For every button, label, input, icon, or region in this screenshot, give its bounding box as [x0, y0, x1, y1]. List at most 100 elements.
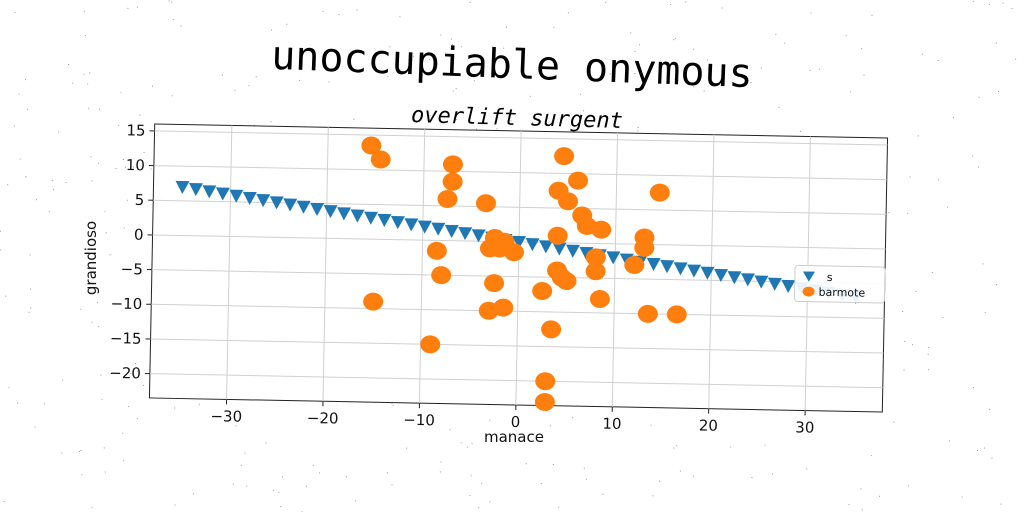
y-tick-label: 10 — [126, 156, 145, 174]
speckle-dot — [937, 60, 939, 61]
point-s — [431, 222, 446, 236]
speckle-dot — [255, 76, 257, 78]
point-barmote — [535, 372, 556, 391]
speckle-dot — [91, 507, 93, 509]
speckle-dot — [567, 12, 569, 14]
speckle-dot — [707, 59, 709, 61]
speckle-dot — [328, 81, 330, 83]
speckle-dot — [109, 254, 111, 256]
speckle-dot — [440, 461, 442, 463]
speckle-dot — [455, 88, 457, 90]
point-s — [377, 213, 392, 227]
speckle-dot — [89, 72, 91, 74]
speckle-dot — [730, 446, 732, 448]
point-s — [740, 273, 755, 287]
speckle-dot — [338, 14, 340, 16]
speckle-dot — [550, 425, 551, 427]
speckle-dot — [429, 58, 431, 60]
y-gridline — [153, 165, 887, 181]
y-tick-label: −5 — [121, 260, 143, 278]
speckle-dot — [29, 254, 31, 256]
speckle-dot — [126, 199, 128, 201]
point-s — [390, 216, 405, 230]
speckle-dot — [693, 475, 695, 477]
speckle-dot — [171, 95, 173, 97]
speckle-dot — [778, 106, 780, 108]
x-gridline — [226, 125, 233, 400]
speckle-dot — [399, 16, 401, 18]
speckle-dot — [585, 478, 587, 480]
speckle-dot — [860, 488, 862, 490]
speckle-dot — [1015, 58, 1017, 60]
speckle-dot — [127, 7, 129, 9]
speckle-dot — [391, 402, 393, 404]
speckle-dot — [414, 114, 416, 116]
speckle-dot — [319, 472, 320, 474]
speckle-dot — [140, 132, 142, 134]
speckle-dot — [879, 495, 880, 497]
point-s — [417, 220, 432, 234]
speckle-dot — [893, 421, 895, 423]
speckle-dot — [688, 80, 690, 82]
speckle-dot — [36, 199, 37, 201]
speckle-dot — [122, 159, 124, 160]
speckle-dot — [721, 7, 723, 9]
speckle-dot — [977, 450, 978, 451]
speckle-dot — [87, 83, 89, 85]
speckle-dot — [532, 122, 534, 124]
point-s — [471, 229, 486, 243]
point-s — [350, 209, 365, 223]
speckle-dot — [707, 68, 709, 70]
speckle-dot — [98, 162, 100, 164]
point-s — [189, 183, 204, 197]
speckle-dot — [572, 417, 574, 419]
speckle-dot — [72, 82, 74, 84]
series-barmote — [361, 136, 687, 412]
speckle-dot — [850, 91, 852, 93]
speckle-dot — [583, 467, 585, 469]
speckle-dot — [658, 480, 660, 482]
y-tick-label: −10 — [110, 295, 142, 314]
speckle-dot — [386, 472, 388, 474]
speckle-dot — [93, 229, 95, 231]
speckle-dot — [469, 1, 471, 3]
speckle-dot — [553, 26, 555, 28]
speckle-dot — [972, 0, 974, 2]
point-barmote — [420, 335, 441, 354]
speckle-dot — [136, 418, 138, 420]
speckle-dot — [496, 128, 498, 130]
speckle-dot — [469, 495, 471, 497]
point-s — [714, 268, 729, 282]
point-s — [269, 196, 284, 210]
speckle-dot — [198, 403, 200, 405]
speckle-dot — [673, 39, 675, 41]
point-barmote — [666, 305, 687, 324]
x-tick-label: 0 — [511, 413, 521, 431]
speckle-dot — [784, 42, 786, 44]
legend: s barmote — [793, 264, 886, 304]
point-barmote — [437, 189, 458, 208]
point-s — [525, 238, 540, 252]
point-s — [673, 262, 688, 276]
speckle-dot — [904, 340, 906, 342]
speckle-dot — [30, 288, 32, 290]
speckle-dot — [98, 326, 100, 328]
speckle-dot — [356, 9, 358, 11]
speckle-dot — [870, 455, 872, 457]
x-tick-label: 30 — [795, 418, 814, 436]
speckle-dot — [79, 451, 80, 453]
speckle-dot — [14, 11, 16, 13]
speckle-dot — [130, 373, 132, 374]
speckle-dot — [476, 128, 478, 130]
speckle-dot — [83, 10, 85, 12]
y-gridline — [154, 130, 888, 146]
speckle-dot — [650, 424, 652, 426]
speckle-dot — [253, 124, 255, 126]
speckle-dot — [927, 353, 929, 355]
speckle-dot — [30, 307, 32, 309]
y-gridline — [149, 373, 883, 389]
speckle-dot — [278, 491, 280, 493]
speckle-dot — [150, 168, 152, 170]
point-barmote — [649, 183, 670, 202]
speckle-dot — [952, 117, 954, 119]
